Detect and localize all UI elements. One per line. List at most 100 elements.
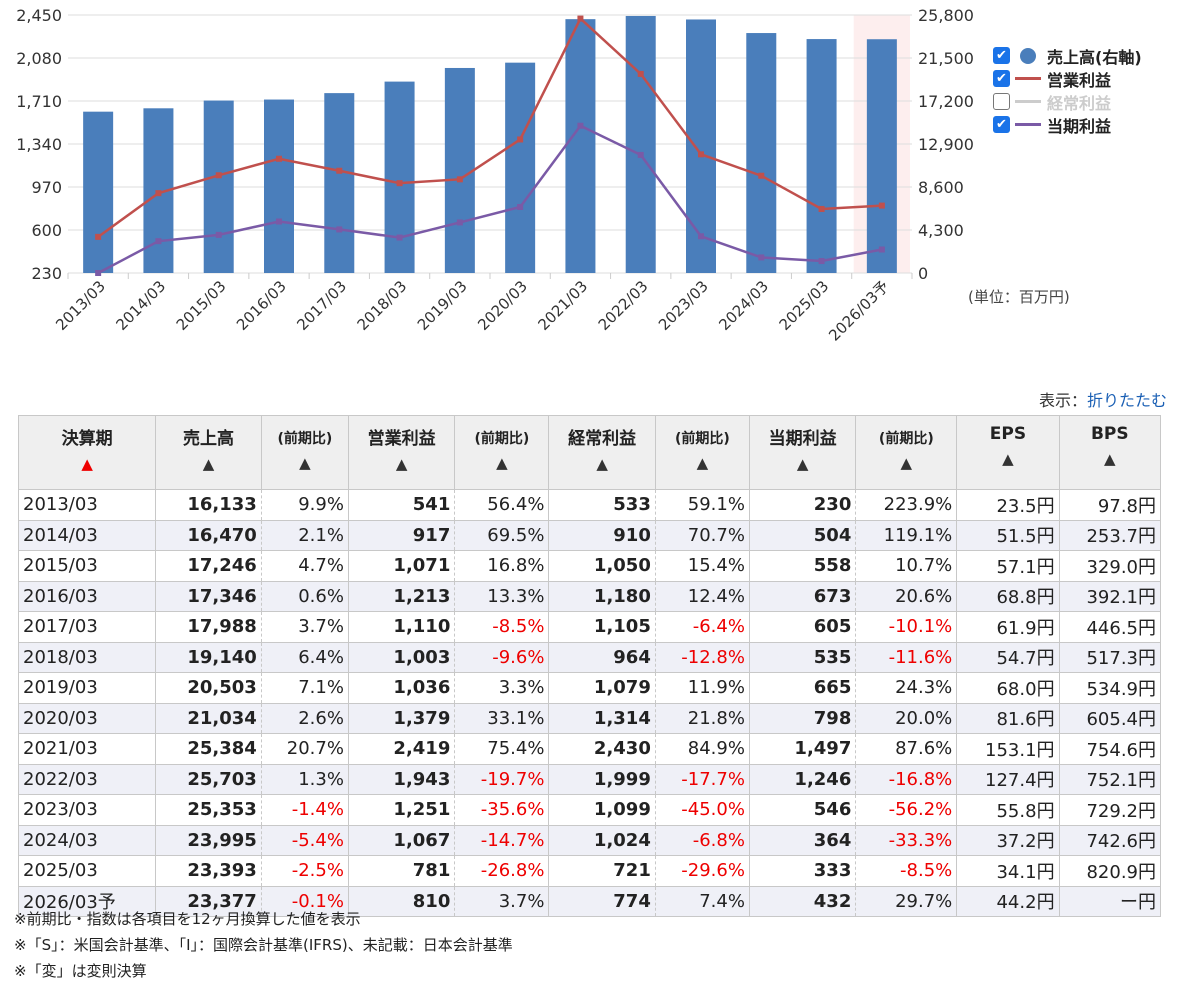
- column-header[interactable]: (前期比) ▲: [654, 415, 750, 490]
- sales-bar[interactable]: [746, 33, 777, 273]
- sort-arrow-icon[interactable]: ▲: [395, 455, 408, 473]
- table-cell: 253.7円: [1058, 519, 1162, 551]
- table-cell: 20,503: [155, 672, 262, 704]
- table-cell: 13.3%: [454, 580, 550, 612]
- line-point[interactable]: [396, 234, 403, 241]
- checkbox-checked-icon[interactable]: ✔: [993, 47, 1010, 64]
- line-point[interactable]: [818, 205, 825, 212]
- column-header[interactable]: 当期利益 ▲: [748, 415, 857, 490]
- checkbox-unchecked-icon[interactable]: [993, 93, 1010, 110]
- sales-bar[interactable]: [384, 81, 415, 273]
- table-row: 2014/03 16,470 2.1% 917 69.5% 910 70.7% 504 119.…: [17, 519, 1162, 551]
- line-point[interactable]: [276, 155, 282, 162]
- right-tick-label: 21,500: [918, 49, 974, 68]
- line-point[interactable]: [818, 258, 825, 265]
- sales-bar[interactable]: [324, 93, 355, 274]
- table-cell: 19,140: [155, 641, 262, 673]
- line-point[interactable]: [456, 176, 463, 183]
- line-point[interactable]: [517, 203, 524, 210]
- sales-bar[interactable]: [264, 99, 294, 273]
- sales-bar[interactable]: [625, 15, 656, 273]
- line-point[interactable]: [336, 167, 343, 174]
- line-point[interactable]: [577, 122, 584, 129]
- line-point[interactable]: [155, 238, 162, 245]
- sort-arrow-icon[interactable]: ▲: [596, 455, 608, 473]
- table-row: 2023/03 25,353 -1.4% 1,251 -35.6% 1,099 -45.0%…: [17, 794, 1162, 826]
- series-line: [97, 124, 883, 275]
- line-point[interactable]: [456, 219, 463, 226]
- sort-arrow-icon[interactable]: ▲: [1002, 450, 1014, 468]
- table-cell: 2025/03: [17, 855, 157, 887]
- line-point[interactable]: [95, 233, 102, 240]
- sort-arrow-icon[interactable]: ▲: [796, 455, 809, 473]
- table-cell: 2,419: [347, 733, 456, 765]
- line-point[interactable]: [517, 136, 524, 143]
- line-point[interactable]: [878, 246, 885, 253]
- column-header[interactable]: 営業利益 ▲: [347, 415, 456, 490]
- line-point[interactable]: [878, 202, 885, 209]
- header-label: BPS: [1090, 424, 1129, 444]
- table-cell: 25,703: [155, 763, 262, 795]
- table-row: 2013/03 16,133 9.9% 541 56.4% 533 59.1% 230 223.…: [17, 489, 1162, 521]
- table-row: 2016/03 17,346 0.6% 1,213 13.3% 1,180 12.4% 673…: [17, 580, 1162, 612]
- financial-chart: 2,450 25,800 2,080 21,500 1,710 17,200 1,340 12…: [16, 6, 974, 345]
- line-point[interactable]: [396, 180, 403, 187]
- line-point[interactable]: [758, 254, 765, 261]
- line-point[interactable]: [758, 172, 765, 179]
- line-point[interactable]: [698, 151, 704, 158]
- column-header[interactable]: (前期比) ▲: [260, 415, 349, 490]
- table-cell: 2024/03: [17, 824, 157, 856]
- column-header[interactable]: (前期比) ▲: [454, 415, 550, 490]
- sales-bar[interactable]: [806, 39, 837, 273]
- line-point[interactable]: [336, 226, 343, 233]
- legend-item-operating[interactable]: ✔ 営業利益: [993, 67, 1142, 90]
- sales-bar[interactable]: [505, 62, 536, 273]
- line-point[interactable]: [215, 231, 222, 238]
- line-point[interactable]: [637, 70, 644, 77]
- table-cell: 23,377: [155, 885, 262, 917]
- column-header[interactable]: EPS ▲: [956, 415, 1060, 490]
- sales-bar[interactable]: [866, 39, 897, 274]
- table-cell: 15.4%: [655, 550, 750, 582]
- line-point[interactable]: [95, 270, 102, 276]
- line-point[interactable]: [698, 233, 704, 240]
- table-cell: 3.3%: [454, 672, 550, 704]
- x-tick-label: 2016/03: [233, 277, 290, 334]
- sort-arrow-icon[interactable]: ▲: [81, 455, 93, 473]
- sales-bar[interactable]: [203, 100, 234, 273]
- legend-item-net[interactable]: ✔ 当期利益: [993, 113, 1142, 136]
- column-header[interactable]: (前期比) ▲: [855, 415, 958, 490]
- column-header[interactable]: 売上高 ▲: [155, 415, 262, 490]
- sort-arrow-icon[interactable]: ▲: [1104, 450, 1116, 468]
- sort-arrow-icon[interactable]: ▲: [496, 454, 508, 472]
- sort-arrow-icon[interactable]: ▲: [299, 454, 311, 472]
- line-point[interactable]: [155, 190, 162, 197]
- header-label: (前期比): [474, 431, 530, 447]
- sales-bar[interactable]: [565, 19, 596, 273]
- line-point[interactable]: [276, 218, 282, 225]
- legend-item-ordinary[interactable]: 経常利益: [993, 90, 1142, 113]
- header-label: (前期比): [878, 431, 934, 447]
- table-cell: 21.8%: [655, 702, 750, 734]
- column-header[interactable]: 決算期 ▲: [17, 415, 157, 490]
- line-point[interactable]: [577, 15, 584, 22]
- line-point[interactable]: [637, 151, 644, 158]
- column-header[interactable]: 経常利益 ▲: [548, 415, 656, 490]
- table-cell: 2,430: [548, 733, 656, 765]
- line-point[interactable]: [215, 172, 222, 179]
- sales-bar[interactable]: [444, 67, 475, 273]
- sort-arrow-icon[interactable]: ▲: [202, 455, 215, 473]
- checkbox-checked-icon[interactable]: ✔: [993, 116, 1010, 133]
- table-cell: 4.7%: [261, 550, 349, 582]
- table-cell: 1,497: [748, 733, 857, 765]
- sales-bar[interactable]: [686, 19, 716, 273]
- collapse-link[interactable]: 折りたたむ: [1086, 391, 1167, 410]
- sort-arrow-icon[interactable]: ▲: [696, 454, 709, 472]
- checkbox-checked-icon[interactable]: ✔: [993, 70, 1010, 87]
- column-header[interactable]: BPS ▲: [1058, 415, 1162, 490]
- table-cell: ー円: [1058, 885, 1162, 917]
- sales-bar[interactable]: [83, 111, 114, 273]
- sort-arrow-icon[interactable]: ▲: [900, 454, 913, 472]
- table-cell: 16,133: [155, 489, 262, 521]
- legend-item-sales[interactable]: ✔ 売上高(右軸): [993, 44, 1142, 67]
